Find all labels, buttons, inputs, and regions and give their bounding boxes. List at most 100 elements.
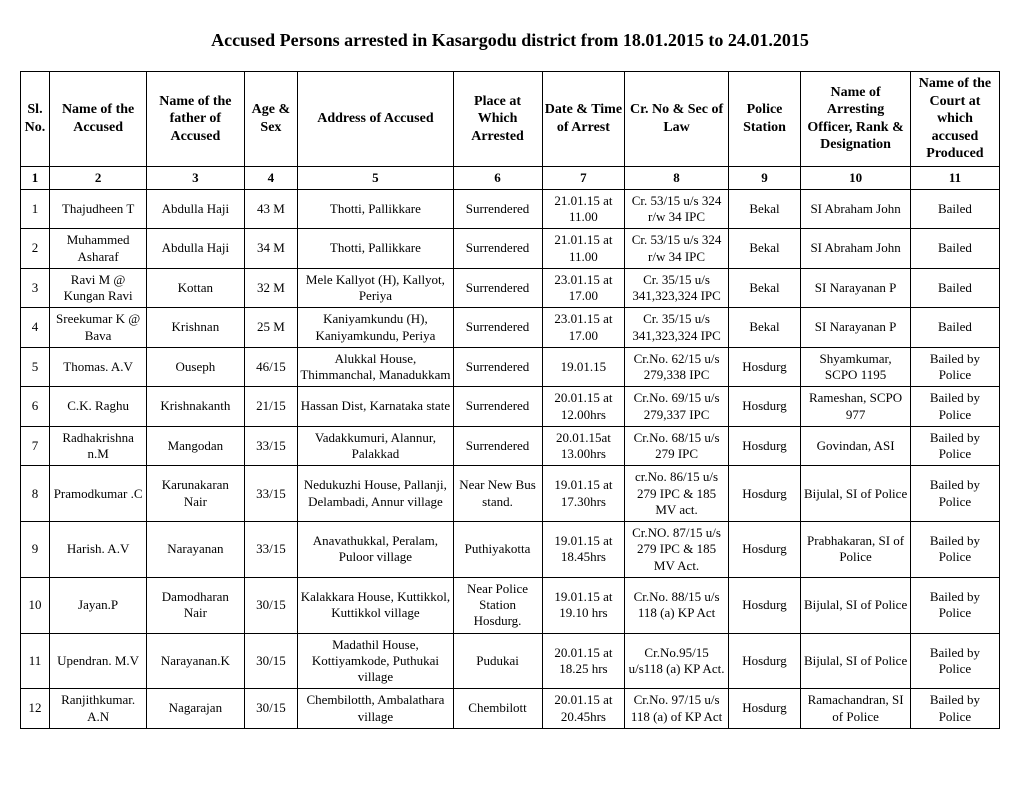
table-body: 1Thajudheen TAbdulla Haji43 MThotti, Pal… xyxy=(21,189,1000,728)
cell-addr: Kalakkara House, Kuttikkol, Kuttikkol vi… xyxy=(298,577,453,633)
cell-off: Bijulal, SI of Police xyxy=(801,633,911,689)
cell-place: Surrendered xyxy=(453,426,542,466)
cell-dt: 20.01.15 at 18.25 hrs xyxy=(542,633,625,689)
column-number-row: 1 2 3 4 5 6 7 8 9 10 11 xyxy=(21,166,1000,189)
cell-sln: 8 xyxy=(21,466,50,522)
cell-father: Abdulla Haji xyxy=(147,189,244,229)
cell-age: 33/15 xyxy=(244,466,298,522)
cell-ps: Bekal xyxy=(728,189,800,229)
cell-place: Chembilott xyxy=(453,689,542,729)
header-row: Sl. No. Name of the Accused Name of the … xyxy=(21,72,1000,167)
cell-dt: 19.01.15 at 17.30hrs xyxy=(542,466,625,522)
cell-ps: Hosdurg xyxy=(728,577,800,633)
cell-cr: Cr.No.95/15 u/s118 (a) KP Act. xyxy=(625,633,728,689)
cell-ps: Bekal xyxy=(728,229,800,269)
cell-court: Bailed xyxy=(910,229,999,269)
cell-court: Bailed xyxy=(910,308,999,348)
cell-dt: 20.01.15at 13.00hrs xyxy=(542,426,625,466)
cell-cr: Cr.NO. 87/15 u/s 279 IPC & 185 MV Act. xyxy=(625,522,728,578)
cell-father: Nagarajan xyxy=(147,689,244,729)
cell-addr: Anavathukkal, Peralam, Puloor village xyxy=(298,522,453,578)
cell-cr: cr.No. 86/15 u/s 279 IPC & 185 MV act. xyxy=(625,466,728,522)
cell-name: Thajudheen T xyxy=(49,189,146,229)
cell-off: Prabhakaran, SI of Police xyxy=(801,522,911,578)
cell-place: Puthiyakotta xyxy=(453,522,542,578)
cell-age: 30/15 xyxy=(244,577,298,633)
cell-sln: 11 xyxy=(21,633,50,689)
cell-addr: Thotti, Pallikkare xyxy=(298,189,453,229)
colnum-5: 5 xyxy=(298,166,453,189)
cell-court: Bailed xyxy=(910,268,999,308)
cell-place: Near New Bus stand. xyxy=(453,466,542,522)
table-row: 3Ravi M @ Kungan RaviKottan32 MMele Kall… xyxy=(21,268,1000,308)
arrest-table: Sl. No. Name of the Accused Name of the … xyxy=(20,71,1000,729)
cell-place: Surrendered xyxy=(453,387,542,427)
table-row: 8Pramodkumar .CKarunakaran Nair33/15Nedu… xyxy=(21,466,1000,522)
cell-sln: 6 xyxy=(21,387,50,427)
cell-age: 43 M xyxy=(244,189,298,229)
cell-addr: Kaniyamkundu (H), Kaniyamkundu, Periya xyxy=(298,308,453,348)
table-row: 10Jayan.PDamodharan Nair30/15Kalakkara H… xyxy=(21,577,1000,633)
cell-cr: Cr.No. 88/15 u/s 118 (a) KP Act xyxy=(625,577,728,633)
cell-court: Bailed by Police xyxy=(910,387,999,427)
colnum-2: 2 xyxy=(49,166,146,189)
cell-age: 33/15 xyxy=(244,522,298,578)
cell-place: Pudukai xyxy=(453,633,542,689)
col-age-sex: Age & Sex xyxy=(244,72,298,167)
page-title: Accused Persons arrested in Kasargodu di… xyxy=(20,30,1000,51)
cell-place: Surrendered xyxy=(453,347,542,387)
col-crno: Cr. No & Sec of Law xyxy=(625,72,728,167)
cell-addr: Nedukuzhi House, Pallanji, Delambadi, An… xyxy=(298,466,453,522)
cell-place: Surrendered xyxy=(453,189,542,229)
cell-sln: 9 xyxy=(21,522,50,578)
cell-addr: Madathil House, Kottiyamkode, Puthukai v… xyxy=(298,633,453,689)
cell-ps: Hosdurg xyxy=(728,426,800,466)
cell-dt: 23.01.15 at 17.00 xyxy=(542,308,625,348)
cell-ps: Hosdurg xyxy=(728,633,800,689)
cell-off: Rameshan, SCPO 977 xyxy=(801,387,911,427)
cell-name: Sreekumar K @ Bava xyxy=(49,308,146,348)
cell-off: Bijulal, SI of Police xyxy=(801,466,911,522)
cell-addr: Mele Kallyot (H), Kallyot, Periya xyxy=(298,268,453,308)
cell-place: Surrendered xyxy=(453,308,542,348)
col-court: Name of the Court at which accused Produ… xyxy=(910,72,999,167)
cell-cr: Cr.No. 69/15 u/s 279,337 IPC xyxy=(625,387,728,427)
cell-sln: 5 xyxy=(21,347,50,387)
cell-father: Ouseph xyxy=(147,347,244,387)
cell-age: 30/15 xyxy=(244,689,298,729)
cell-ps: Hosdurg xyxy=(728,466,800,522)
col-station: Police Station xyxy=(728,72,800,167)
cell-off: SI Abraham John xyxy=(801,229,911,269)
cell-ps: Hosdurg xyxy=(728,347,800,387)
table-row: 1Thajudheen TAbdulla Haji43 MThotti, Pal… xyxy=(21,189,1000,229)
cell-ps: Bekal xyxy=(728,268,800,308)
cell-age: 30/15 xyxy=(244,633,298,689)
cell-court: Bailed by Police xyxy=(910,347,999,387)
cell-cr: Cr.No. 97/15 u/s 118 (a) of KP Act xyxy=(625,689,728,729)
col-father: Name of the father of Accused xyxy=(147,72,244,167)
col-accused: Name of the Accused xyxy=(49,72,146,167)
table-row: 12Ranjithkumar. A.NNagarajan30/15Chembil… xyxy=(21,689,1000,729)
cell-cr: Cr. 53/15 u/s 324 r/w 34 IPC xyxy=(625,229,728,269)
cell-court: Bailed by Police xyxy=(910,633,999,689)
cell-court: Bailed by Police xyxy=(910,426,999,466)
col-address: Address of Accused xyxy=(298,72,453,167)
cell-dt: 21.01.15 at 11.00 xyxy=(542,189,625,229)
cell-name: Muhammed Asharaf xyxy=(49,229,146,269)
cell-court: Bailed xyxy=(910,189,999,229)
cell-cr: Cr. 35/15 u/s 341,323,324 IPC xyxy=(625,268,728,308)
cell-father: Abdulla Haji xyxy=(147,229,244,269)
cell-father: Narayanan.K xyxy=(147,633,244,689)
cell-name: C.K. Raghu xyxy=(49,387,146,427)
colnum-3: 3 xyxy=(147,166,244,189)
table-row: 6C.K. RaghuKrishnakanth21/15Hassan Dist,… xyxy=(21,387,1000,427)
colnum-9: 9 xyxy=(728,166,800,189)
cell-age: 32 M xyxy=(244,268,298,308)
cell-age: 46/15 xyxy=(244,347,298,387)
cell-dt: 21.01.15 at 11.00 xyxy=(542,229,625,269)
cell-cr: Cr. 53/15 u/s 324 r/w 34 IPC xyxy=(625,189,728,229)
colnum-6: 6 xyxy=(453,166,542,189)
cell-father: Mangodan xyxy=(147,426,244,466)
colnum-11: 11 xyxy=(910,166,999,189)
col-officer: Name of Arresting Officer, Rank & Design… xyxy=(801,72,911,167)
